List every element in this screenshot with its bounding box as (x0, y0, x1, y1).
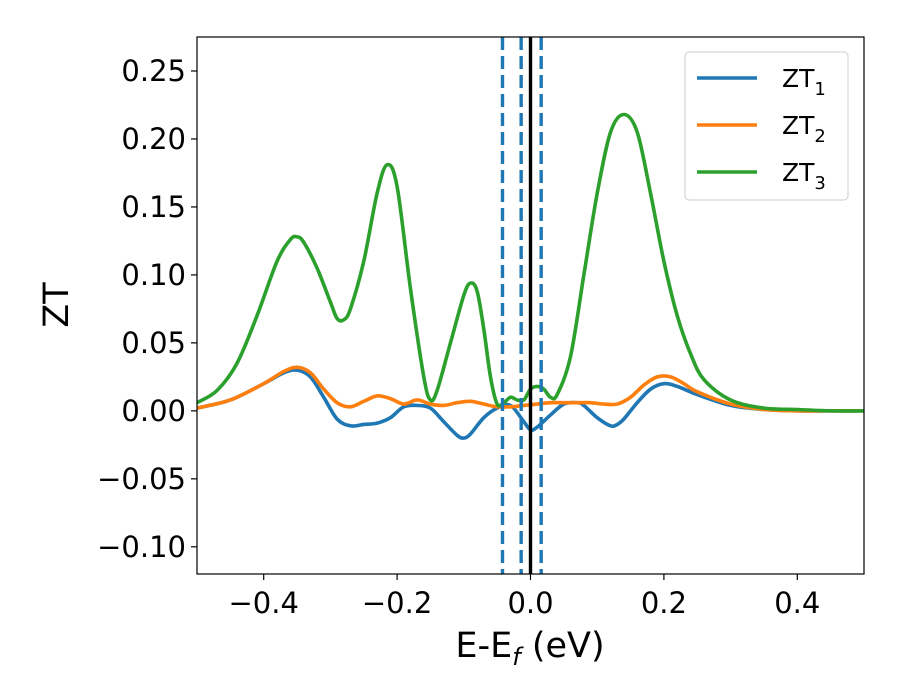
y-tick-label: 0.20 (121, 122, 186, 156)
x-tick-label: −0.2 (362, 586, 432, 620)
y-tick-label: 0.15 (121, 190, 186, 224)
y-tick-label: 0.25 (121, 54, 186, 88)
legend-label-zt1: ZT1 (782, 64, 826, 100)
x-tick-label: −0.4 (228, 586, 298, 620)
y-axis-ticks: −0.10 −0.05 0.00 0.05 0.10 0.15 0.20 0.25 (97, 54, 197, 564)
x-tick-label: 0.0 (507, 586, 553, 620)
y-tick-label: −0.10 (97, 530, 186, 564)
x-axis-label: E-Ef (eV) (455, 626, 604, 671)
legend-box (684, 51, 849, 201)
legend: ZT1 ZT2 ZT3 (684, 51, 849, 201)
y-tick-label: 0.00 (121, 394, 186, 428)
x-tick-label: 0.4 (774, 586, 820, 620)
x-axis-ticks: −0.4 −0.2 0.0 0.2 0.4 (228, 574, 820, 620)
y-tick-label: 0.10 (121, 258, 186, 292)
series-line-zt3 (197, 112, 864, 413)
reference-lines (500, 37, 543, 574)
y-tick-label: 0.05 (121, 326, 186, 360)
legend-label-zt2: ZT2 (782, 111, 826, 147)
y-axis-label: ZT (37, 282, 77, 328)
y-tick-label: −0.05 (97, 462, 186, 496)
x-tick-label: 0.2 (641, 586, 687, 620)
legend-label-zt3: ZT3 (782, 158, 826, 194)
